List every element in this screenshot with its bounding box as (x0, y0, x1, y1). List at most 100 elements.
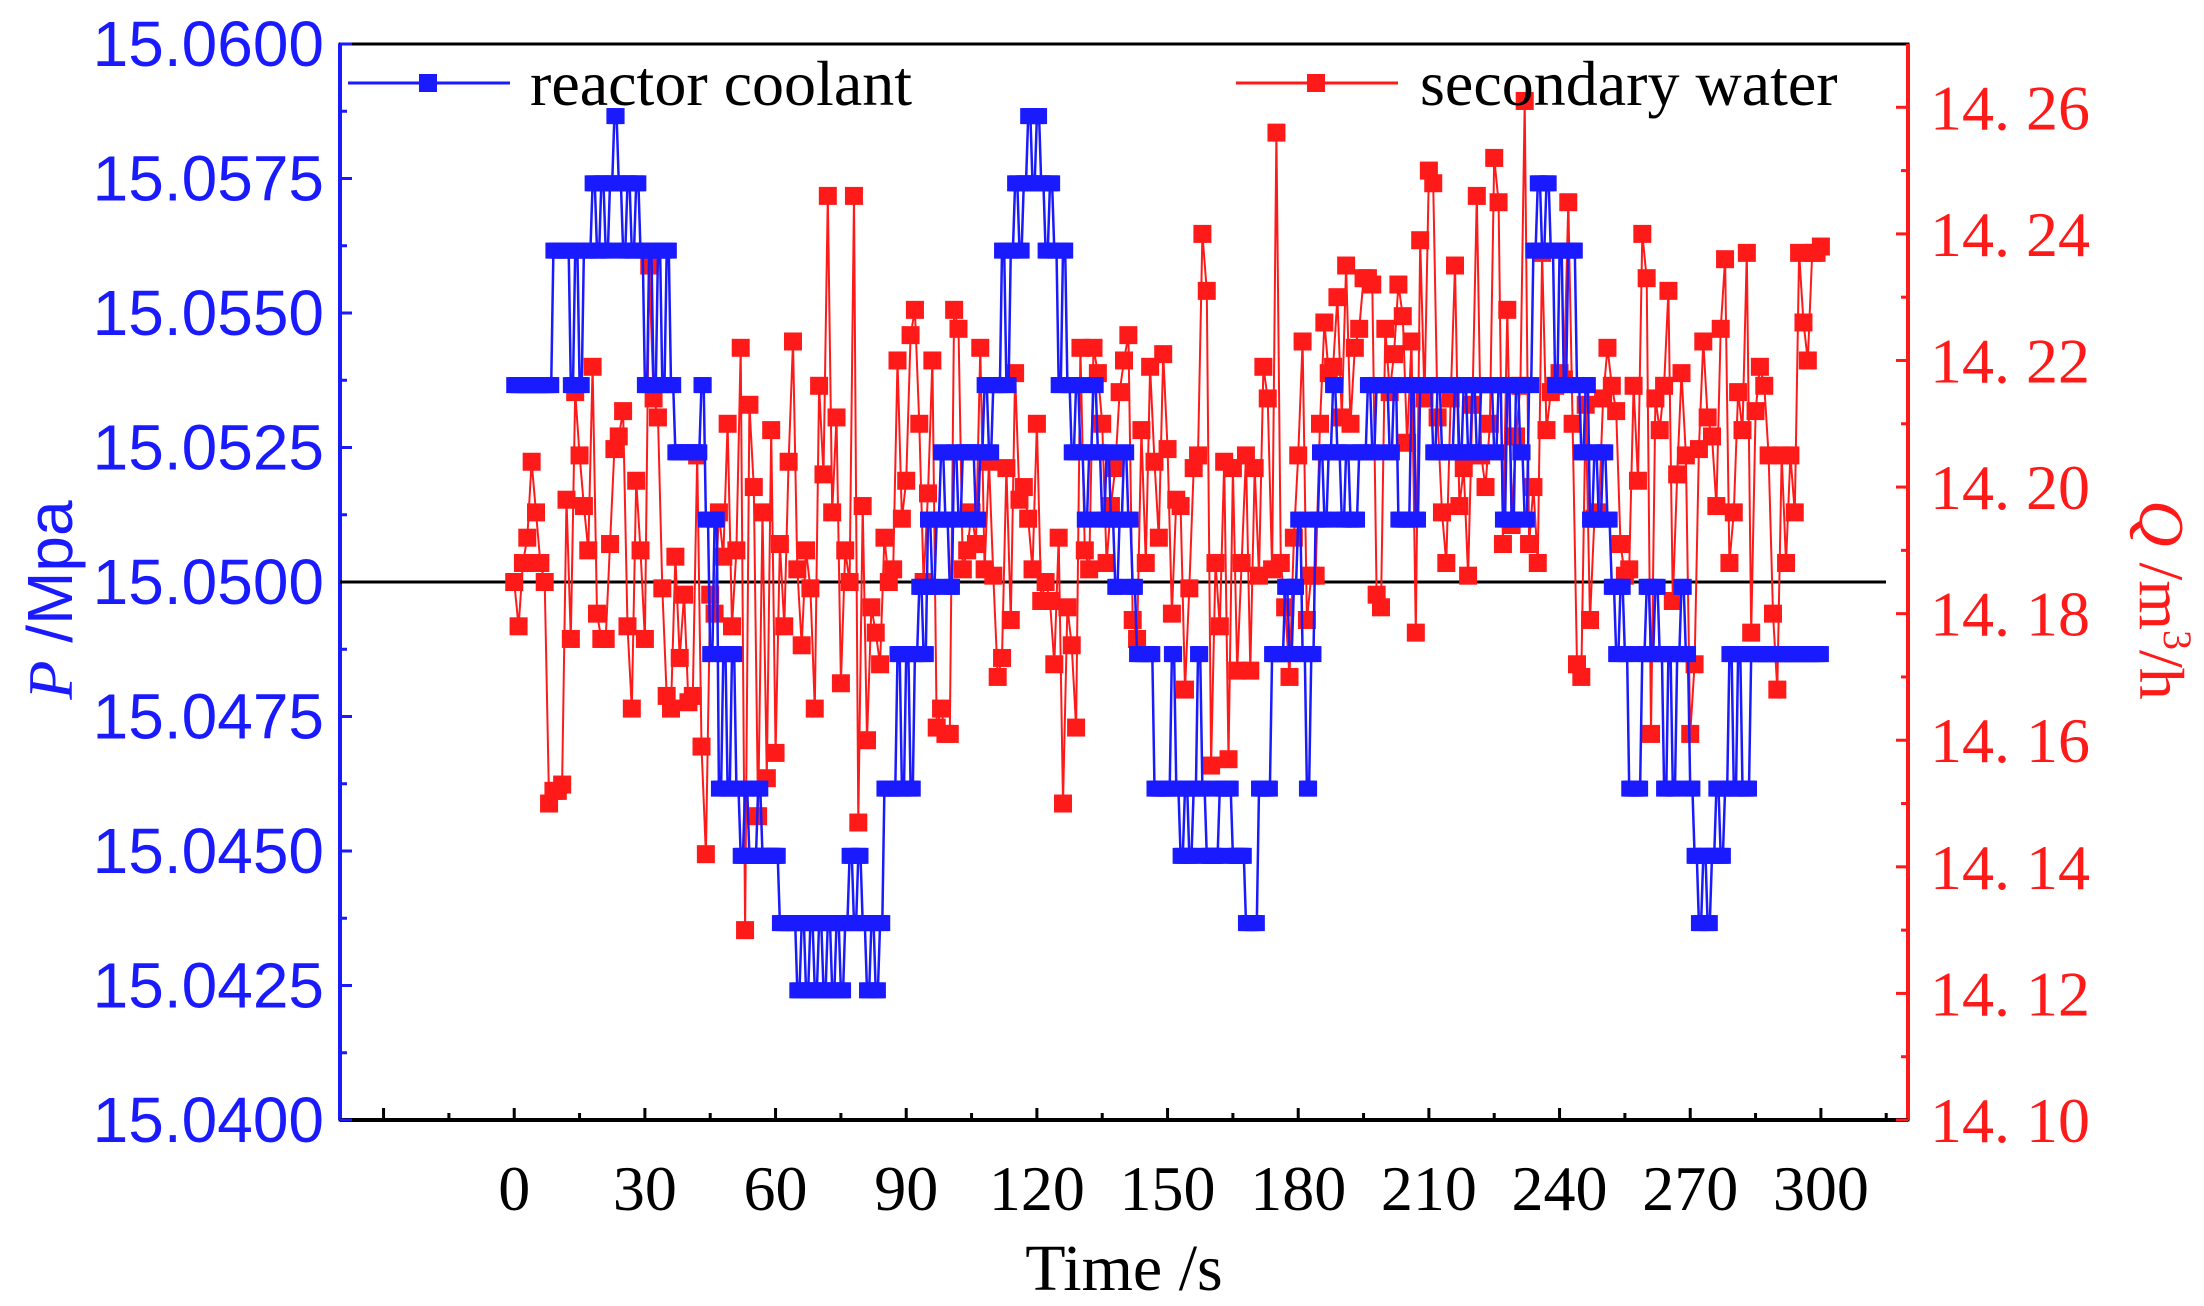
reactor-coolant-point (1078, 511, 1095, 528)
secondary-water-point (849, 813, 868, 832)
secondary-water-point (1193, 224, 1212, 243)
y-left-tick-label: 15.0450 (93, 815, 324, 887)
secondary-water-point (818, 186, 837, 205)
x-axis-ticks: 0 30 60 90 120 150 180 210 240 270 300 (382, 1108, 1888, 1224)
secondary-water-point (1755, 376, 1774, 395)
reactor-coolant-point (1057, 242, 1074, 259)
secondary-water-point (740, 395, 759, 414)
secondary-water-point (1267, 123, 1286, 142)
legend-marker-secondary-water (1307, 74, 1325, 92)
reactor-coolant-point (1261, 780, 1278, 797)
y-left-tick-label: 15.0550 (93, 277, 324, 349)
reactor-coolant-point (1488, 444, 1505, 461)
x-tick-label: 270 (1642, 1153, 1738, 1224)
secondary-water-point (988, 667, 1007, 686)
reactor-coolant-point (1301, 780, 1318, 797)
secondary-water-point (823, 503, 842, 522)
secondary-water-point (1245, 459, 1264, 478)
reactor-coolant-point (543, 377, 560, 394)
secondary-water-point (1624, 376, 1643, 395)
reactor-coolant-point (1122, 511, 1139, 528)
reactor-coolant-point (1183, 847, 1200, 864)
secondary-water-point (1515, 91, 1534, 110)
reactor-coolant-point (869, 982, 886, 999)
reactor-coolant-point (1632, 780, 1649, 797)
secondary-water-point (1328, 288, 1347, 307)
secondary-water-point (1014, 478, 1033, 497)
secondary-water-point (1467, 186, 1486, 205)
secondary-water-point (535, 573, 554, 591)
reactor-coolant-point (1597, 444, 1614, 461)
secondary-water-point (1001, 610, 1020, 629)
secondary-water-point (553, 775, 572, 794)
reactor-coolant-point (1209, 847, 1226, 864)
secondary-water-point (1711, 319, 1730, 338)
secondary-water-point (971, 338, 990, 357)
secondary-water-point (1811, 237, 1830, 256)
reactor-coolant-point (1601, 511, 1618, 528)
secondary-water-point (753, 503, 772, 522)
secondary-water-point (1563, 414, 1582, 433)
legend-item-secondary-water: secondary water (1236, 48, 1838, 119)
reactor-coolant-point (874, 915, 891, 932)
secondary-water-point (1698, 408, 1717, 427)
secondary-water-point (1581, 610, 1600, 629)
secondary-water-point (949, 319, 968, 338)
x-tick-label: 240 (1512, 1153, 1608, 1224)
reactor-coolant-point (1109, 578, 1126, 595)
secondary-water-point (1607, 402, 1626, 421)
secondary-water-point (574, 497, 593, 516)
secondary-water-point (1489, 193, 1508, 212)
reactor-coolant-point (1540, 175, 1557, 192)
secondary-water-point (1637, 269, 1656, 288)
secondary-water-point (675, 585, 694, 604)
secondary-water-point (1162, 604, 1181, 623)
secondary-water-point (1498, 300, 1517, 319)
secondary-water-point (866, 623, 885, 642)
reactor-coolant-point (1087, 377, 1104, 394)
secondary-water-point (1385, 345, 1404, 364)
secondary-water-point (1446, 256, 1465, 275)
y-right-tick-label: 14. 14 (1930, 832, 2090, 903)
secondary-water-point (1750, 357, 1769, 376)
secondary-water-point (1123, 610, 1142, 629)
y-right-tick-label: 14. 24 (1930, 199, 2090, 270)
secondary-water-point (1694, 332, 1713, 351)
secondary-water-point (587, 604, 606, 623)
reactor-coolant-point (1684, 780, 1701, 797)
secondary-water-point (1437, 554, 1456, 573)
secondary-water-point (945, 300, 964, 319)
reactor-coolant-point (1649, 578, 1666, 595)
secondary-water-point (1402, 332, 1421, 351)
secondary-water-point (840, 573, 859, 591)
secondary-water-point (618, 617, 637, 636)
legend-label-reactor-coolant: reactor coolant (530, 48, 912, 119)
secondary-water-point (940, 724, 959, 743)
secondary-water-point (1459, 566, 1478, 585)
reactor-coolant-point (1305, 646, 1322, 663)
reactor-coolant-point (1812, 646, 1829, 663)
secondary-water-point (1080, 560, 1099, 579)
secondary-water-point (1650, 421, 1669, 440)
reactor-coolant-point (1126, 578, 1143, 595)
secondary-water-point (505, 573, 524, 591)
secondary-water-point (1393, 307, 1412, 326)
secondary-water-point (966, 535, 985, 554)
secondary-water-point (1655, 376, 1674, 395)
secondary-water-point (1794, 313, 1813, 332)
secondary-water-point (783, 332, 802, 351)
y-left-tick-label: 15.0600 (93, 8, 324, 80)
secondary-water-point (1363, 275, 1382, 294)
reactor-coolant-point (1327, 377, 1344, 394)
reactor-coolant-point (1741, 780, 1758, 797)
secondary-water-point (1311, 414, 1329, 433)
secondary-water-point (1180, 579, 1199, 598)
secondary-water-point (901, 326, 920, 345)
y-right-axis-title: Q /m3/h (2126, 500, 2200, 700)
secondary-water-point (1158, 440, 1177, 459)
secondary-water-point (910, 414, 929, 433)
reactor-coolant-point (665, 377, 682, 394)
reactor-coolant-point (1579, 377, 1596, 394)
secondary-water-point (570, 446, 589, 465)
